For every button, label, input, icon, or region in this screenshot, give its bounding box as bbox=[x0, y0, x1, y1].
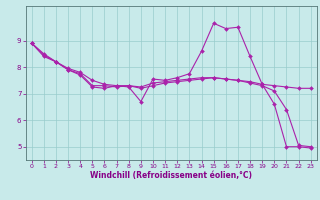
X-axis label: Windchill (Refroidissement éolien,°C): Windchill (Refroidissement éolien,°C) bbox=[90, 171, 252, 180]
